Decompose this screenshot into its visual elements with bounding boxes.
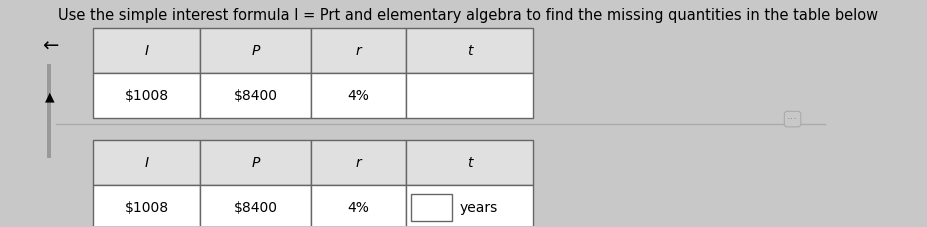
Text: 4%: 4%	[348, 201, 370, 215]
Bar	[411, 194, 451, 221]
Bar	[406, 73, 533, 118]
Bar	[311, 141, 406, 185]
Bar	[406, 185, 533, 227]
Bar	[406, 28, 533, 73]
Text: I: I	[145, 44, 149, 58]
Bar	[46, 64, 51, 158]
Bar	[200, 28, 311, 73]
Bar	[200, 73, 311, 118]
Text: $1008: $1008	[125, 89, 169, 103]
Text: ←: ←	[42, 37, 58, 56]
Bar	[200, 185, 311, 227]
Bar	[94, 73, 200, 118]
Text: $8400: $8400	[234, 201, 278, 215]
Bar	[311, 28, 406, 73]
Bar	[94, 185, 200, 227]
Text: P: P	[251, 156, 260, 170]
Text: 4%: 4%	[348, 89, 370, 103]
Bar	[94, 141, 200, 185]
Text: t: t	[467, 44, 473, 58]
Text: I: I	[145, 156, 149, 170]
Text: P: P	[251, 44, 260, 58]
Text: years: years	[460, 201, 498, 215]
Text: ▲: ▲	[45, 90, 55, 103]
Text: $1008: $1008	[125, 201, 169, 215]
Bar	[311, 185, 406, 227]
Bar	[406, 141, 533, 185]
Bar	[200, 141, 311, 185]
Text: ···: ···	[787, 114, 798, 124]
Text: t: t	[467, 156, 473, 170]
Text: r: r	[356, 156, 362, 170]
Text: r: r	[356, 44, 362, 58]
Bar	[311, 73, 406, 118]
Text: Use the simple interest formula I = Prt and elementary algebra to find the missi: Use the simple interest formula I = Prt …	[57, 8, 878, 23]
Bar	[94, 28, 200, 73]
Text: $8400: $8400	[234, 89, 278, 103]
